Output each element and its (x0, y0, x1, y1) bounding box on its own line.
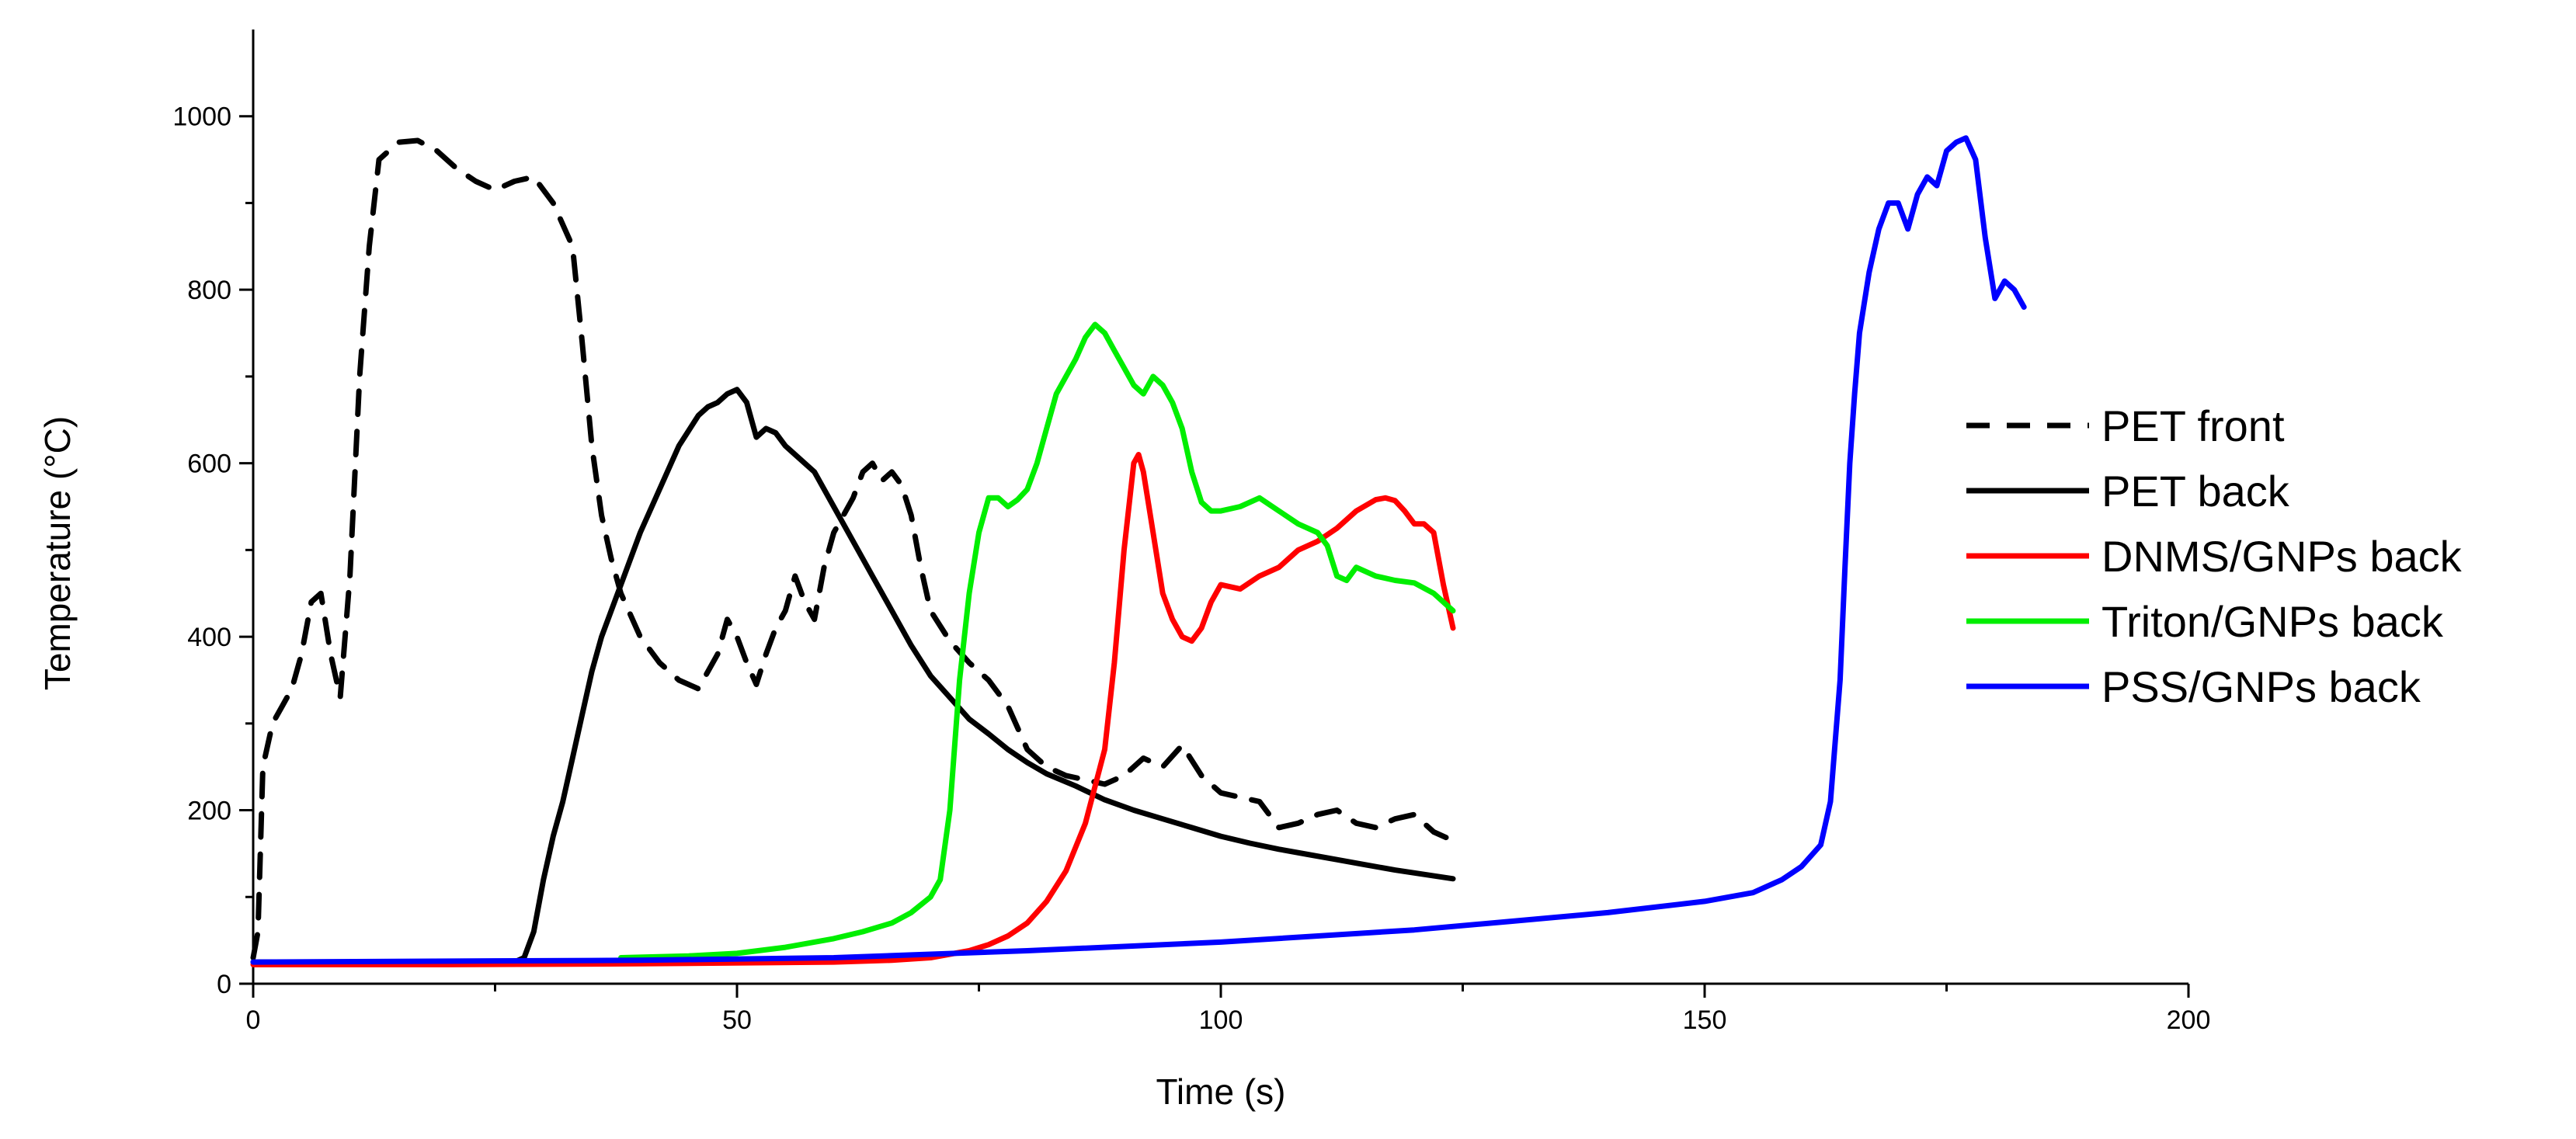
x-tick-label: 150 (1683, 1005, 1727, 1035)
x-tick-label: 0 (246, 1005, 261, 1035)
axes (252, 30, 2188, 985)
y-tick-label: 0 (217, 970, 231, 999)
y-tick-label: 400 (187, 623, 231, 652)
x-tick-label: 100 (1199, 1005, 1243, 1035)
y-axis-title: Temperature (°C) (37, 416, 78, 690)
legend-label-pet-back: PET back (2101, 467, 2290, 516)
legend-label-dnms-gnps-back: DNMS/GNPs back (2101, 532, 2463, 581)
tick-labels: 0 50 100 150 200 0 200 400 600 800 1000 (172, 102, 2210, 1035)
series-line-triton-gnps-back (618, 321, 1456, 960)
y-tick-label: 1000 (172, 102, 231, 132)
x-axis-title: Time (s) (1156, 1071, 1286, 1112)
series-line-pet-front (250, 137, 1456, 960)
x-tick-label: 200 (2167, 1005, 2211, 1035)
series-line-pss-gnps-back (250, 135, 2027, 965)
x-tick-label: 50 (722, 1005, 752, 1035)
tick-marks (239, 115, 2190, 998)
legend-label-pss-gnps-back: PSS/GNPs back (2101, 662, 2421, 711)
y-tick-label: 600 (187, 450, 231, 479)
legend: PET front PET back DNMS/GNPs back Triton/GN… (1966, 401, 2463, 711)
legend-label-triton-gnps-back: Triton/GNPs back (2101, 597, 2444, 646)
series-line-dnms-gnps-back (250, 452, 1456, 967)
y-tick-label: 800 (187, 276, 231, 305)
series-line-pet-back (250, 387, 1456, 965)
legend-label-pet-front: PET front (2101, 401, 2285, 450)
y-tick-label: 200 (187, 797, 231, 826)
series-lines (250, 135, 2027, 967)
